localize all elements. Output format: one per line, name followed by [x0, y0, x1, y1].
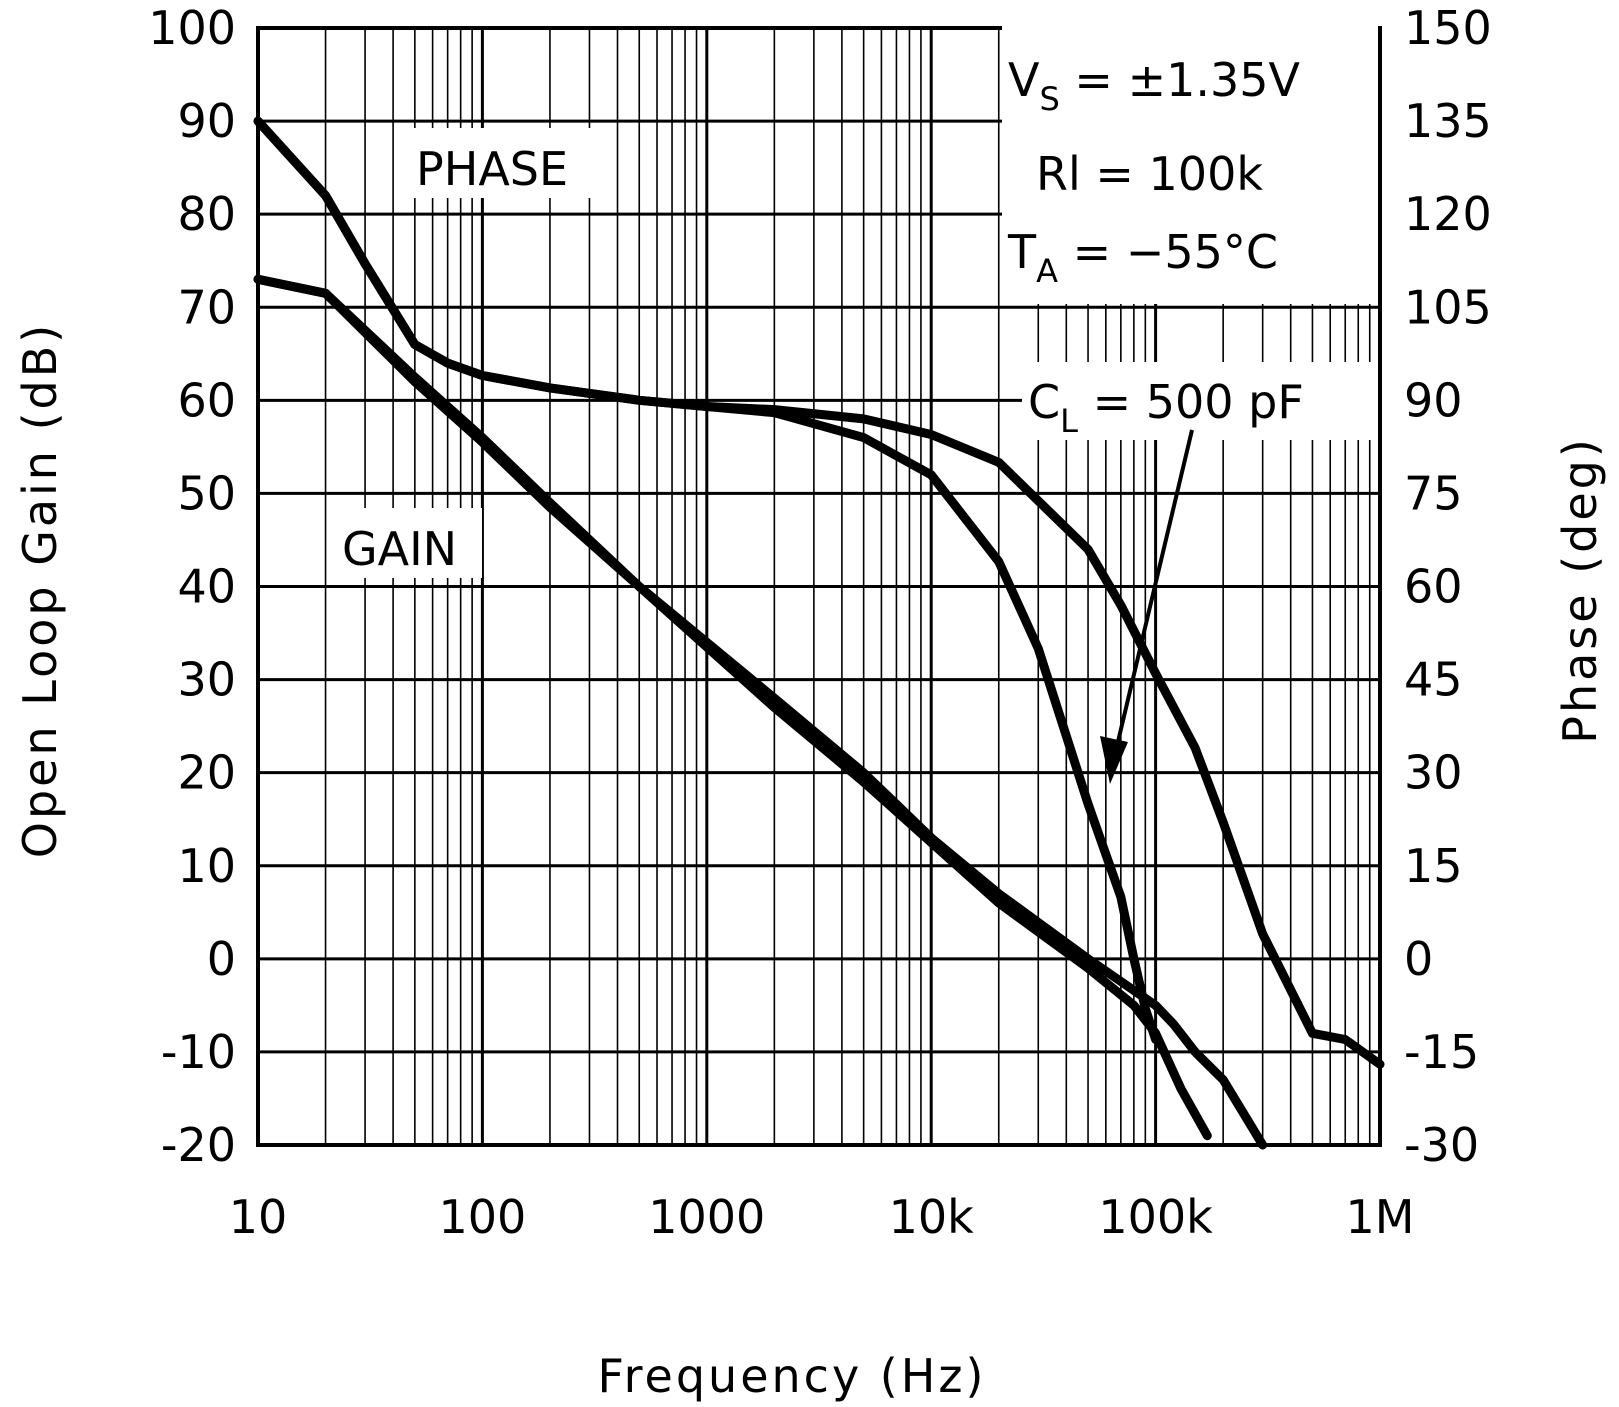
y-left-tick-label: 80 — [177, 187, 236, 241]
rl-condition: Rl = 100k — [1036, 147, 1263, 201]
x-tick-label: 1M — [1346, 1190, 1415, 1244]
annotation-arrow-shaft — [1114, 429, 1194, 751]
y-right-tick-label: 0 — [1404, 932, 1433, 986]
conditions-box — [1002, 22, 1378, 304]
x-tick-label: 1000 — [648, 1190, 765, 1244]
y-right-axis-title: Phase (deg) — [1553, 436, 1607, 744]
phase-curve-4 — [253, 116, 1161, 1044]
y-left-tick-label: 70 — [177, 280, 236, 334]
x-tick-label: 100k — [1098, 1190, 1213, 1244]
phase-label: PHASE — [416, 142, 568, 196]
x-tick-label: 10k — [889, 1190, 975, 1244]
y-left-tick-label: -20 — [161, 1118, 236, 1172]
y-right-tick-label: 105 — [1404, 280, 1492, 334]
y-left-axis-title: Open Loop Gain (dB) — [13, 322, 67, 858]
y-right-tick-label: 30 — [1404, 746, 1463, 800]
y-right-tick-label: -15 — [1404, 1025, 1479, 1079]
y-right-tick-label: 75 — [1404, 466, 1463, 520]
y-left-tick-label: 0 — [207, 932, 236, 986]
y-right-tick-label: 120 — [1404, 187, 1492, 241]
x-axis-title: Frequency (Hz) — [598, 1349, 987, 1403]
load-annotation-bg — [1022, 362, 1378, 440]
y-left-tick-label: 100 — [148, 1, 236, 55]
load-annotation: CL = 500 pF — [1028, 375, 1304, 440]
vs-condition: VS = ±1.35V — [1008, 53, 1301, 118]
y-left-tick-label: 30 — [177, 653, 236, 707]
y-left-tick-label: 90 — [177, 94, 236, 148]
y-left-tick-label: 40 — [177, 560, 236, 614]
y-right-tick-label: 150 — [1404, 1, 1492, 55]
y-left-tick-label: 50 — [177, 466, 236, 520]
gain-label-bg — [336, 508, 482, 578]
y-right-tick-label: -30 — [1404, 1118, 1479, 1172]
y-right-tick-label: 90 — [1404, 373, 1463, 427]
annotation-arrow-head — [1100, 736, 1128, 784]
y-left-tick-label: -10 — [161, 1025, 236, 1079]
y-right-tick-label: 135 — [1404, 94, 1492, 148]
y-left-tick-label: 60 — [177, 373, 236, 427]
y-right-tick-label: 60 — [1404, 560, 1463, 614]
y-right-tick-label: 15 — [1404, 839, 1463, 893]
y-left-tick-label: 10 — [177, 839, 236, 893]
phase-label-bg — [408, 128, 604, 198]
x-tick-label: 100 — [438, 1190, 526, 1244]
y-left-tick-label: 20 — [177, 746, 236, 800]
plot-frame — [256, 26, 1382, 1147]
x-tick-label: 10 — [229, 1190, 288, 1244]
ta-condition: TA = −55°C — [1007, 225, 1278, 290]
tick-labels: 1009080706050403020100-10-20150135120105… — [148, 1, 1492, 1244]
y-right-tick-label: 45 — [1404, 653, 1463, 707]
gain-label: GAIN — [342, 522, 457, 576]
curves — [253, 116, 1385, 1150]
